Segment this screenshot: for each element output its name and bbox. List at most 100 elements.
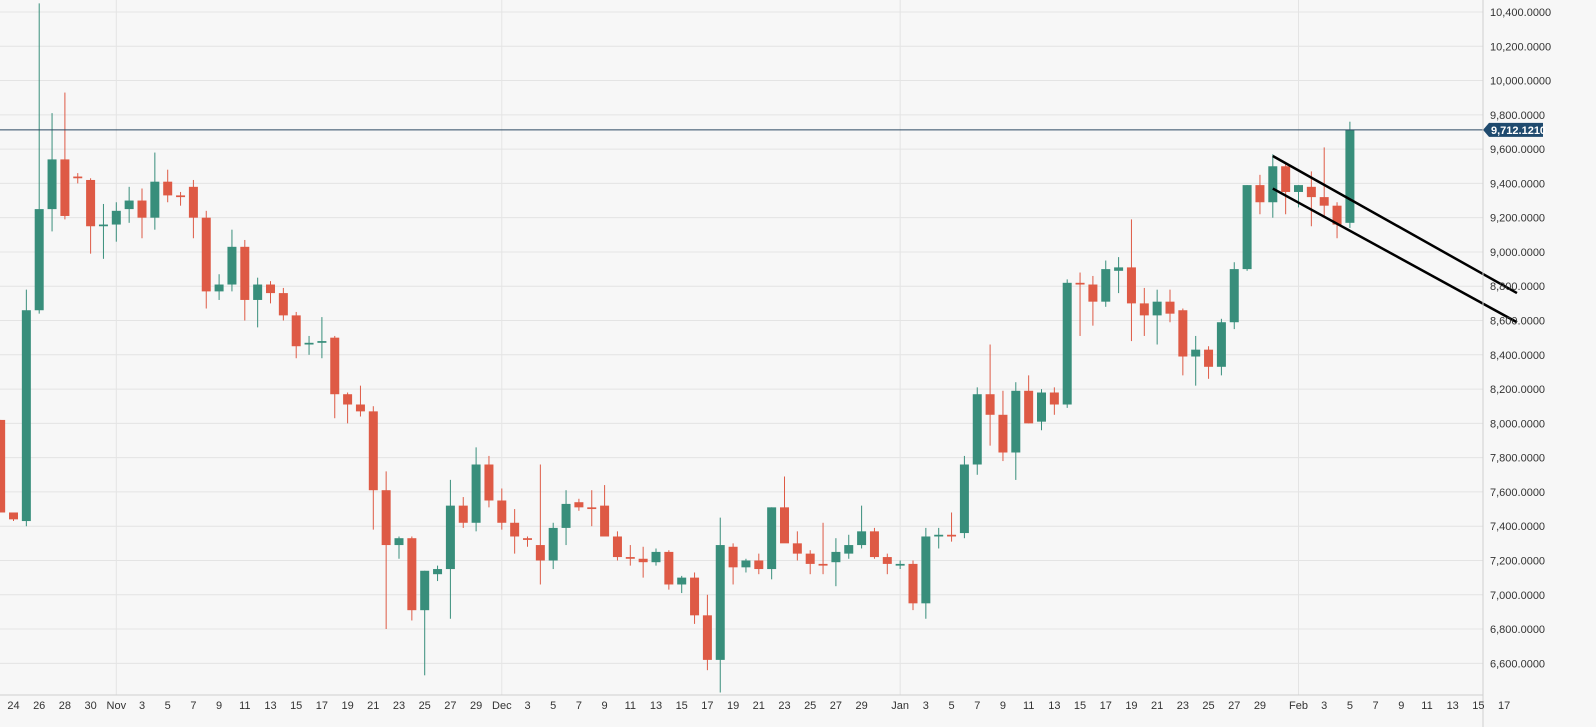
candle-body-up xyxy=(21,310,31,522)
candle-body-down xyxy=(343,394,353,405)
y-tick-label: 9,400.0000 xyxy=(1490,178,1545,190)
x-tick-label: 13 xyxy=(1048,700,1060,712)
candle-body-up xyxy=(972,394,982,465)
candle-body-down xyxy=(86,179,96,227)
x-tick-label: 9 xyxy=(602,700,608,712)
x-tick-label: 29 xyxy=(470,700,482,712)
x-tick-label: 13 xyxy=(650,700,662,712)
candle-body-down xyxy=(240,246,250,300)
x-tick-label: 11 xyxy=(1023,700,1034,712)
y-axis: 10,400.0000 10,200.0000 10,000.0000 9,800.0… xyxy=(1482,0,1551,727)
candle-body-down xyxy=(818,563,828,566)
candle-body-down xyxy=(690,577,700,616)
candle-body-down xyxy=(869,531,879,558)
y-tick-label: 9,000.0000 xyxy=(1490,247,1545,259)
x-tick-label: 3 xyxy=(524,700,530,712)
x-tick-label: 19 xyxy=(341,700,353,712)
candle-body-down xyxy=(330,337,340,395)
x-tick-label: 5 xyxy=(1347,700,1353,712)
candle-body-up xyxy=(1191,349,1201,357)
x-tick-label: 25 xyxy=(1202,700,1214,712)
candle-body-up xyxy=(317,341,327,343)
candle-body-down xyxy=(291,315,301,347)
candle-body-down xyxy=(368,411,378,491)
trendline xyxy=(1272,187,1518,324)
candle-body-up xyxy=(959,464,969,534)
x-tick-label: 15 xyxy=(290,700,302,712)
candles xyxy=(0,3,1355,693)
candle-body-down xyxy=(600,505,610,537)
current-price-line: 9,712.1210 xyxy=(0,122,1546,137)
price-tag xyxy=(1483,122,1543,137)
y-tick-label: 7,000.0000 xyxy=(1490,590,1545,602)
candle-body-down xyxy=(754,560,764,570)
candle-body-down xyxy=(1281,166,1291,192)
y-tick-label: 7,600.0000 xyxy=(1490,487,1545,499)
grid-lines xyxy=(0,0,1483,695)
candle-body-up xyxy=(1101,269,1111,302)
x-tick-label: 7 xyxy=(190,700,196,712)
candle-body-down xyxy=(266,284,275,294)
candle-body-up xyxy=(471,464,481,523)
candle-body-down xyxy=(1165,301,1175,314)
candle-body-up xyxy=(227,246,237,285)
x-tick-label: 21 xyxy=(1151,700,1163,712)
candle-body-down xyxy=(484,464,494,501)
candle-body-down xyxy=(9,512,18,520)
candle-body-down xyxy=(702,615,712,660)
candle-body-up xyxy=(214,284,224,292)
x-tick-label: 11 xyxy=(239,700,250,712)
y-tick-label: 8,000.0000 xyxy=(1490,418,1545,430)
candle-body-down xyxy=(73,176,83,179)
candle-body-up xyxy=(561,503,571,528)
candle-body-up xyxy=(420,570,430,611)
x-tick-label: 25 xyxy=(419,700,431,712)
x-tick-label: Nov xyxy=(107,700,127,712)
candle-body-up xyxy=(394,538,404,546)
x-tick-label: 19 xyxy=(1125,700,1137,712)
y-tick-label: 9,200.0000 xyxy=(1490,213,1545,225)
candle-body-down xyxy=(1332,205,1342,225)
candle-body-up xyxy=(124,200,134,210)
candle-body-down xyxy=(355,404,365,412)
candle-body-down xyxy=(188,186,198,218)
y-tick-label: 10,200.0000 xyxy=(1490,41,1551,53)
candle-body-up xyxy=(715,545,725,660)
x-tick-label: Jan xyxy=(891,700,909,712)
x-tick-label: 29 xyxy=(1254,700,1266,712)
y-tick-label: 8,200.0000 xyxy=(1490,384,1545,396)
candle-body-down xyxy=(497,500,507,523)
candle-body-down xyxy=(792,543,802,554)
candle-body-up xyxy=(1062,282,1072,405)
y-tick-label: 7,400.0000 xyxy=(1490,521,1545,533)
candle-body-down xyxy=(1024,390,1034,424)
candle-body-up xyxy=(1114,267,1124,271)
y-tick-label: 8,800.0000 xyxy=(1490,281,1545,293)
candle-body-down xyxy=(137,200,147,218)
candle-body-down xyxy=(1204,349,1214,367)
x-tick-label: 5 xyxy=(948,700,954,712)
x-tick-label: 19 xyxy=(727,700,739,712)
candle-body-up xyxy=(1294,185,1303,192)
x-tick-label: 23 xyxy=(393,700,405,712)
y-tick-label: 9,600.0000 xyxy=(1490,144,1545,156)
candle-body-up xyxy=(150,181,160,218)
x-tick-label: 7 xyxy=(576,700,582,712)
candle-body-up xyxy=(1229,269,1239,323)
x-tick-label: Dec xyxy=(492,700,512,712)
x-tick-label: 13 xyxy=(1447,700,1459,712)
candle-body-down xyxy=(1126,267,1136,304)
x-tick-label: 23 xyxy=(778,700,790,712)
candle-body-down xyxy=(1139,303,1149,316)
candle-body-down xyxy=(728,546,738,568)
candle-body-down xyxy=(780,507,789,544)
candle-body-down xyxy=(201,217,211,292)
candle-body-up xyxy=(548,527,558,561)
x-tick-label: 7 xyxy=(1373,700,1379,712)
candle-body-down xyxy=(985,394,995,415)
candle-body-up xyxy=(857,531,867,546)
candle-body-down xyxy=(587,507,597,510)
x-tick-label: 15 xyxy=(676,700,688,712)
y-tick-label: 8,600.0000 xyxy=(1490,316,1545,328)
